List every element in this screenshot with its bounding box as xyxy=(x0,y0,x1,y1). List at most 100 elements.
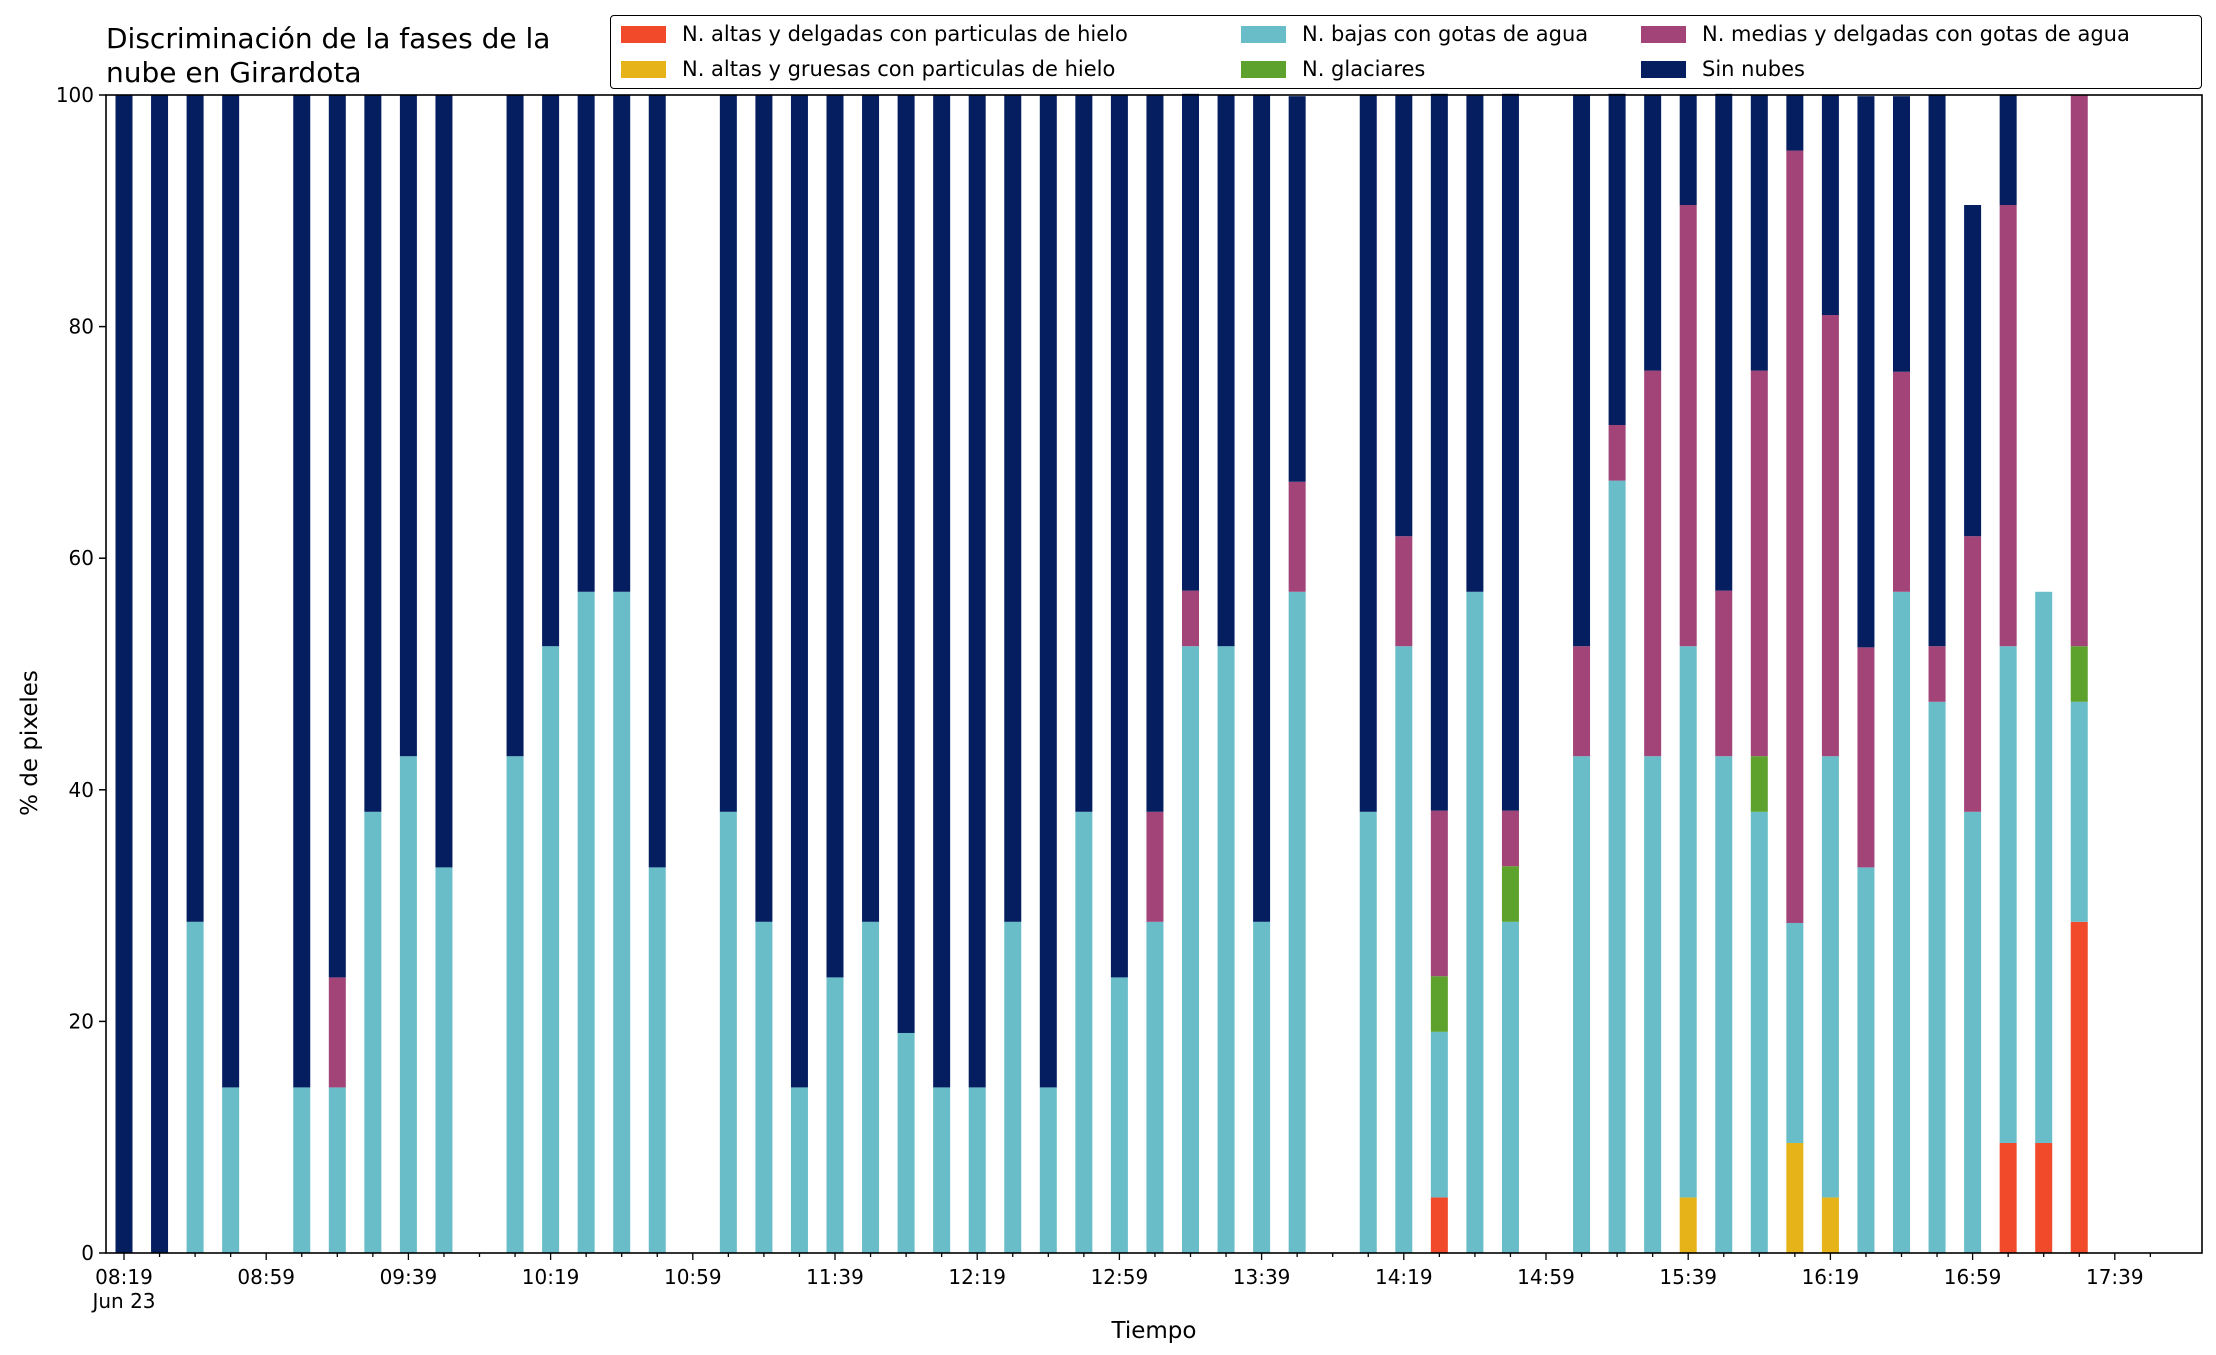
bar-segment xyxy=(186,95,204,922)
bar-segment xyxy=(1039,95,1057,1088)
bar-segment xyxy=(1004,921,1022,1253)
bar-segment xyxy=(968,1087,986,1253)
bar-segment xyxy=(826,977,844,1253)
bar-segment xyxy=(1573,95,1591,647)
legend-label: N. bajas con gotas de agua xyxy=(1302,22,1589,46)
bar-segment xyxy=(1110,977,1128,1253)
bar-segment xyxy=(1430,810,1448,977)
bar-segment xyxy=(1821,1197,1839,1253)
bar-segment xyxy=(1146,921,1164,1253)
y-tick-label: 80 xyxy=(69,315,94,339)
legend: N. altas y delgadas con particulas de hi… xyxy=(610,15,2202,89)
legend-swatch xyxy=(621,25,666,43)
legend-swatch xyxy=(1641,25,1686,43)
bar-segment xyxy=(542,95,560,647)
bar-segment xyxy=(2070,646,2088,702)
bar-segment xyxy=(1999,1142,2017,1253)
bar-segment xyxy=(755,95,773,922)
bar-segment xyxy=(1644,95,1662,371)
bar-segment xyxy=(1715,93,1733,591)
x-tick-label: 10:19 xyxy=(522,1265,580,1289)
bar-segment xyxy=(542,646,560,1253)
legend-item: N. glaciares xyxy=(1241,57,1425,81)
bar-segment xyxy=(933,95,951,1088)
bar-segment xyxy=(1253,921,1271,1253)
bar-segment xyxy=(1893,371,1910,592)
bar-segment xyxy=(1573,646,1591,757)
bar-segment xyxy=(2035,591,2053,1143)
bar-segment xyxy=(2070,921,2088,1253)
bar-segment xyxy=(506,95,524,757)
bar-segment xyxy=(1821,95,1839,316)
legend-label: N. altas y gruesas con particulas de hie… xyxy=(682,57,1116,81)
bar-segment xyxy=(1182,590,1199,647)
y-tick-label: 40 xyxy=(69,778,94,802)
bar-segment xyxy=(1821,315,1839,757)
bar-segment xyxy=(613,95,631,592)
x-axis: 08:19 08:59 09:39 10:19 10:59 11:39 12:19 12:59… xyxy=(90,1253,2152,1313)
bar-segment xyxy=(1893,96,1910,372)
bar-segment xyxy=(1608,93,1626,426)
bar-segment xyxy=(862,921,880,1253)
bar-segment xyxy=(1182,93,1199,591)
bar-segment xyxy=(1075,95,1093,812)
chart-title: Discriminación de la fases de la nube en… xyxy=(106,22,551,89)
bar-segment xyxy=(862,95,880,922)
bar-segment xyxy=(897,95,915,1033)
x-tick-label: 17:39 xyxy=(2086,1265,2144,1289)
bar-segment xyxy=(1075,811,1093,1253)
bars-layer xyxy=(115,93,2088,1253)
x-date-label: Jun 23 xyxy=(90,1289,155,1313)
bar-segment xyxy=(1679,646,1697,1198)
bar-segment xyxy=(933,1087,951,1253)
bar-segment xyxy=(897,1032,915,1253)
bar-segment xyxy=(1857,647,1875,868)
bar-segment xyxy=(1146,95,1164,812)
bar-segment xyxy=(755,921,773,1253)
bar-segment xyxy=(293,95,311,1088)
bar-segment xyxy=(790,1087,808,1253)
legend-item: N. altas y delgadas con particulas de hi… xyxy=(621,22,1128,46)
bar-segment xyxy=(790,95,808,1088)
bar-segment xyxy=(1821,756,1839,1198)
x-tick-label: 15:39 xyxy=(1659,1265,1717,1289)
legend-swatch xyxy=(621,60,666,78)
legend-item: N. bajas con gotas de agua xyxy=(1241,22,1588,46)
bar-segment xyxy=(1608,480,1626,1253)
legend-item: N. medias y delgadas con gotas de agua xyxy=(1641,22,2130,46)
bar-segment xyxy=(1786,922,1804,1143)
x-tick-label: 12:59 xyxy=(1091,1265,1149,1289)
bar-segment xyxy=(1964,811,1982,1253)
bar-segment xyxy=(293,1087,311,1253)
bar-segment xyxy=(222,95,240,1088)
bar-segment xyxy=(1999,205,2017,647)
bar-segment xyxy=(1644,756,1662,1253)
bar-segment xyxy=(1857,96,1875,648)
plot-frame xyxy=(105,94,2203,1254)
x-tick-label: 13:39 xyxy=(1233,1265,1291,1289)
bar-segment xyxy=(186,921,204,1253)
x-tick-label: 08:19 xyxy=(95,1265,153,1289)
bar-segment xyxy=(1786,95,1804,151)
bar-segment xyxy=(1395,536,1413,647)
bar-segment xyxy=(1750,756,1768,812)
bar-segment xyxy=(648,95,666,868)
x-tick-label: 10:59 xyxy=(664,1265,722,1289)
legend-label: N. altas y delgadas con particulas de hi… xyxy=(682,22,1128,46)
bar-segment xyxy=(1395,95,1413,537)
bar-segment xyxy=(1928,646,1946,702)
bar-segment xyxy=(1501,93,1519,811)
bar-segment xyxy=(1501,866,1519,922)
bar-segment xyxy=(1110,95,1128,978)
bar-segment xyxy=(1430,93,1448,811)
y-axis-label: % de pixeles xyxy=(17,670,43,816)
bar-segment xyxy=(2070,701,2088,922)
bar-segment xyxy=(1430,1031,1448,1198)
bar-segment xyxy=(1857,867,1875,1253)
bar-segment xyxy=(1679,205,1697,647)
x-tick-label: 11:39 xyxy=(806,1265,864,1289)
legend-label: Sin nubes xyxy=(1702,57,1805,81)
bar-segment xyxy=(1430,976,1448,1032)
bar-segment xyxy=(719,811,737,1253)
